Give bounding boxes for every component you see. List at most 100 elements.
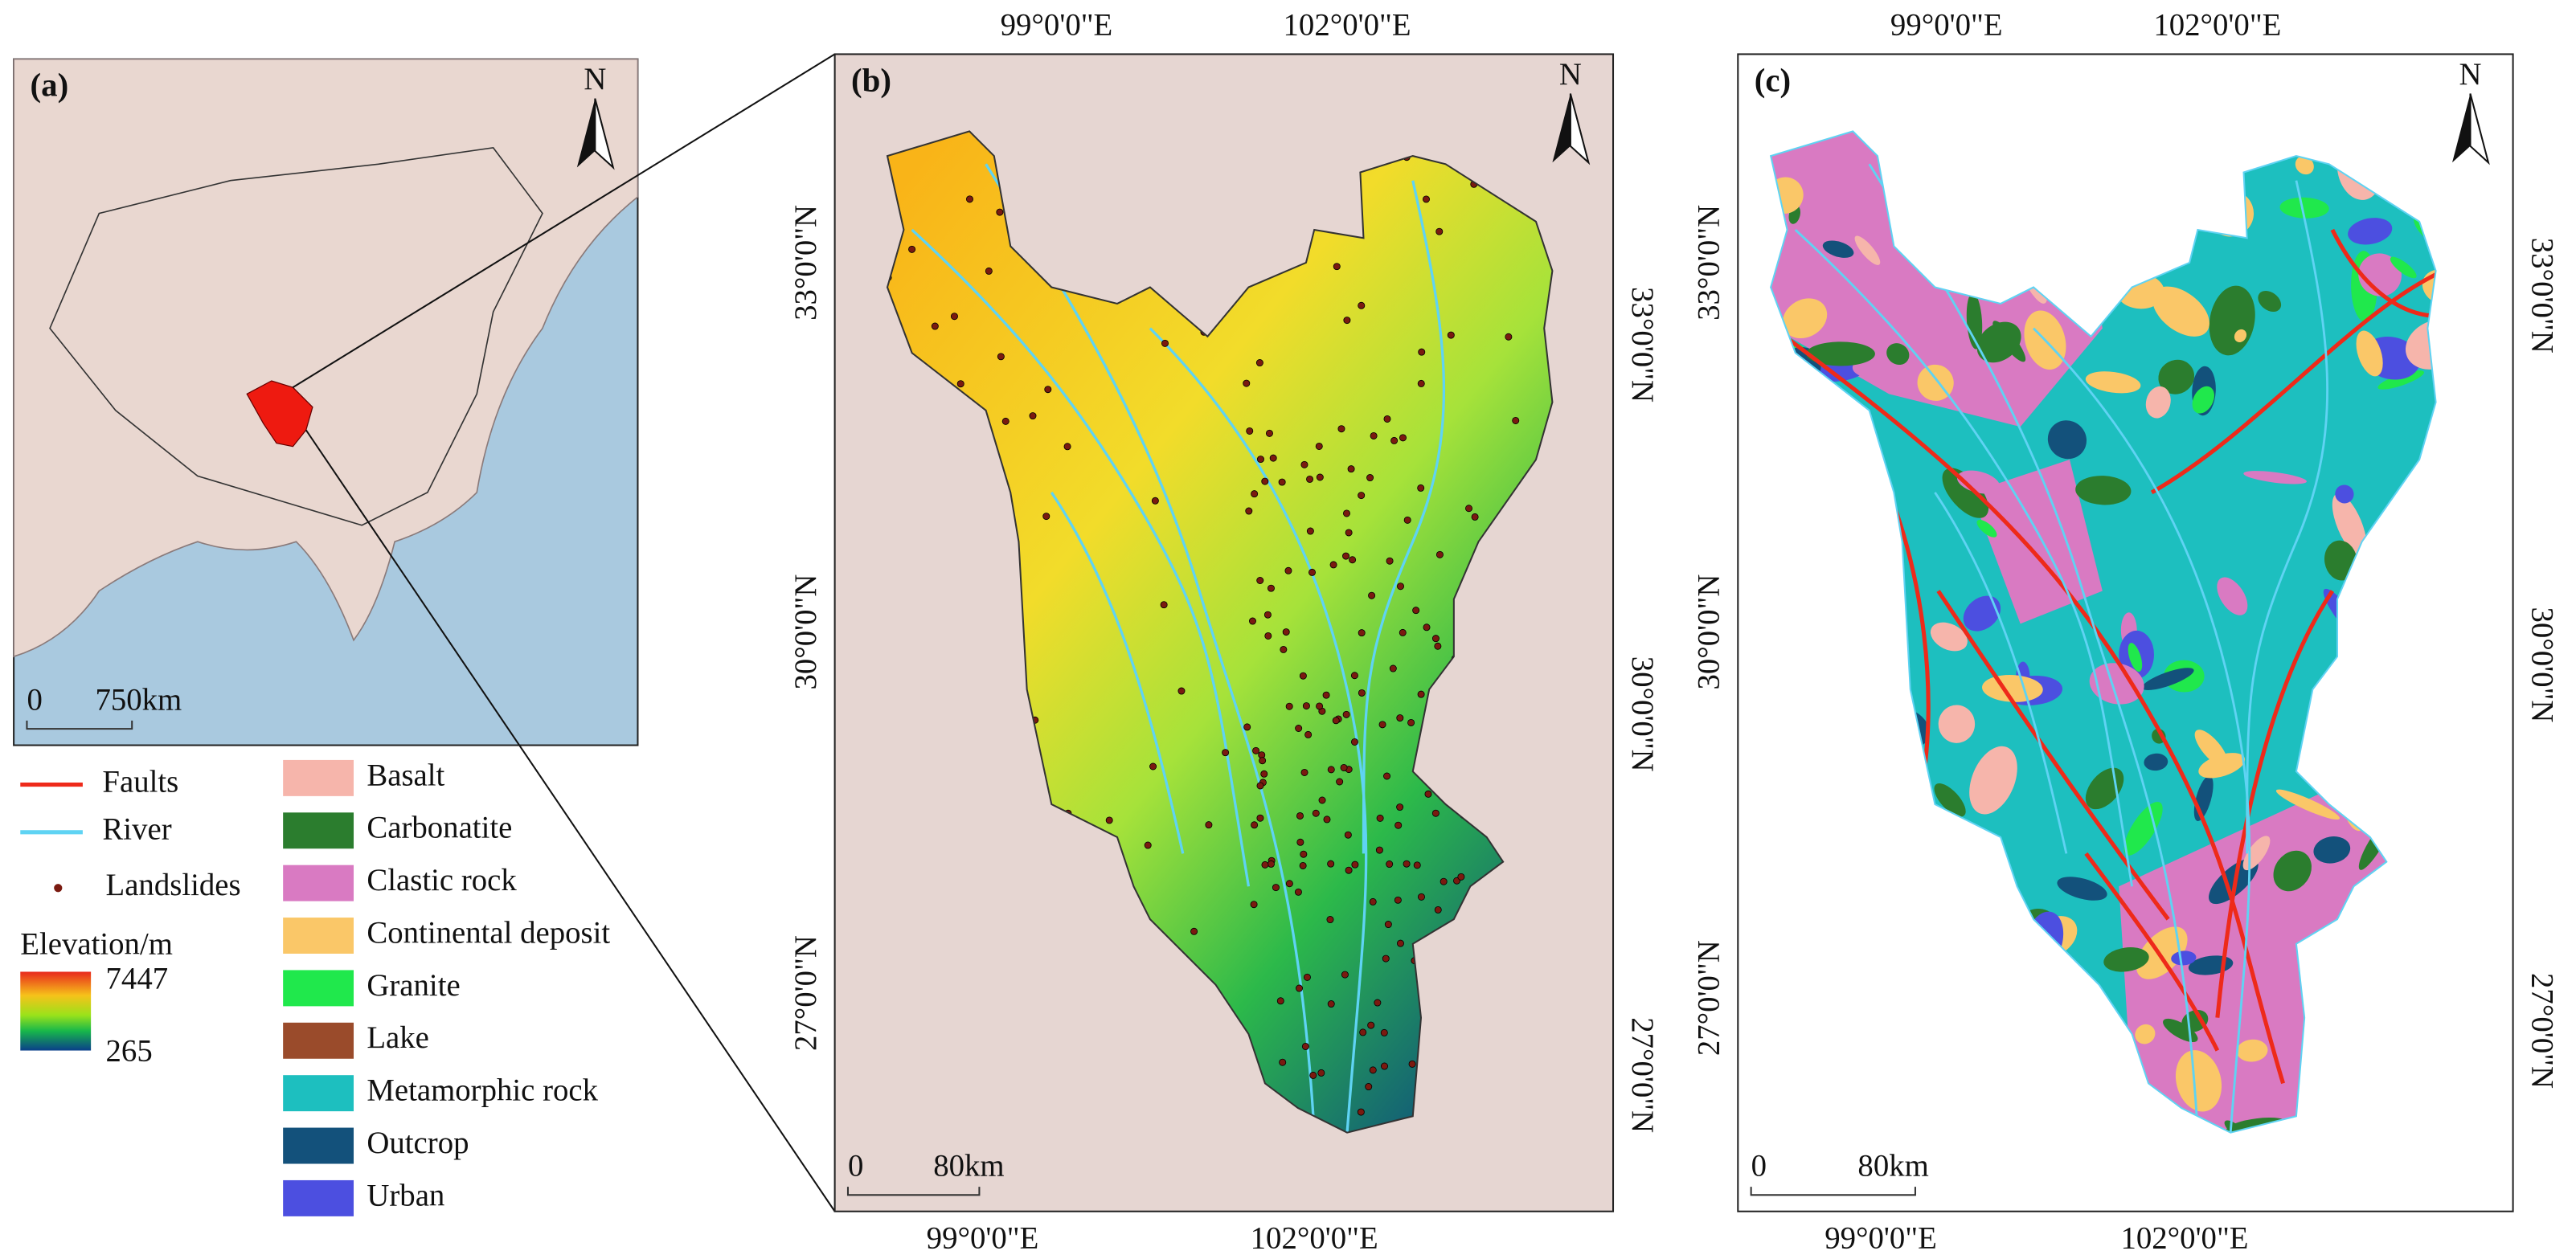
landslide-dot xyxy=(1407,718,1415,726)
elevation-min: 265 xyxy=(106,1034,153,1069)
landslide-dot xyxy=(1294,888,1302,896)
landslide-dot xyxy=(1269,454,1277,462)
legend-label: Outcrop xyxy=(367,1126,469,1160)
landslide-dot xyxy=(1267,584,1275,592)
country-border xyxy=(49,146,543,526)
landslide-dot xyxy=(1250,901,1258,909)
landslide-dot xyxy=(1383,772,1391,780)
landslide-dot xyxy=(1001,417,1010,425)
geology-patch xyxy=(1956,470,2001,494)
landslide-dot xyxy=(1337,425,1345,433)
landslide-dot xyxy=(1465,505,1473,513)
landslide-dot xyxy=(1396,803,1404,811)
river xyxy=(2033,327,2251,1133)
landslide-dot xyxy=(1345,866,1353,874)
river xyxy=(1868,163,2199,1133)
geology-patch xyxy=(2192,386,2214,414)
legend-label: Basalt xyxy=(367,758,444,792)
landslide-dot xyxy=(1300,460,1308,468)
legend-label: Metamorphic rock xyxy=(367,1073,598,1108)
landslide-dot xyxy=(1408,1060,1416,1068)
landslide-dot xyxy=(956,380,964,388)
fault xyxy=(1886,491,1931,789)
geology-patch xyxy=(2335,484,2354,504)
landslide-dot xyxy=(1457,873,1465,881)
scale-label: 80km xyxy=(933,1149,1004,1183)
landslide-dot xyxy=(1386,860,1394,869)
landslide-dot xyxy=(1272,884,1280,892)
panel-label: (b) xyxy=(851,63,891,99)
landslide-dot xyxy=(1302,702,1310,710)
legend-label: River xyxy=(102,812,171,847)
legend-swatch xyxy=(283,812,354,849)
landslide-dot xyxy=(1350,738,1358,746)
landslide-dot xyxy=(950,313,958,321)
panel-label: (c) xyxy=(1755,63,1791,99)
geology-patch xyxy=(2135,1024,2156,1044)
geology-patch xyxy=(2136,926,2188,979)
geology-patch xyxy=(2295,156,2314,175)
landslide-dot xyxy=(1255,359,1263,367)
landslide-dot xyxy=(1375,846,1383,854)
geology-patch xyxy=(1854,235,1881,265)
landslide-dot xyxy=(1316,702,1324,710)
landslide-dot xyxy=(1413,861,1421,869)
landslide-dot xyxy=(996,208,1004,216)
landslide-dot xyxy=(1431,635,1440,643)
scale-bar xyxy=(26,720,133,730)
latitude-label: 33°0'0"N xyxy=(2525,238,2559,354)
landslide-dot xyxy=(1284,566,1292,574)
landslide-dot xyxy=(1251,490,1259,498)
geology-patch xyxy=(2144,753,2169,771)
landslide-dot xyxy=(1312,809,1320,817)
landslide-dot xyxy=(1359,1028,1367,1036)
north-label: N xyxy=(584,62,606,96)
north-arrow xyxy=(2469,93,2490,166)
landslide-dot xyxy=(1417,893,1425,901)
landslide-dot xyxy=(1248,617,1256,625)
geology-patch xyxy=(2152,286,2209,337)
geology-patch xyxy=(2085,371,2141,394)
landslide-dot xyxy=(1384,921,1392,929)
river xyxy=(985,163,1316,1133)
landslide-dot xyxy=(1417,690,1425,698)
landslide-dot xyxy=(1434,905,1442,914)
landslide-dot xyxy=(1378,721,1386,729)
longitude-label: 99°0'0"E xyxy=(1824,1220,1937,1255)
landslide-dot xyxy=(1265,429,1273,437)
geology-patch xyxy=(2279,197,2329,219)
elevation-ramp xyxy=(20,971,92,1051)
landslide-dot xyxy=(1243,723,1251,731)
landslide-dot xyxy=(1505,333,1513,341)
scale-label: 0 xyxy=(848,1149,863,1183)
landslide-dot xyxy=(1259,757,1267,765)
latitude-label: 33°0'0"N xyxy=(788,205,823,321)
landslide-dot xyxy=(1369,897,1377,905)
landslide-dot xyxy=(997,353,1005,361)
landslide-dot xyxy=(1358,492,1366,500)
scale-label: 750km xyxy=(95,682,182,717)
north-label: N xyxy=(1559,57,1582,92)
legend-label: Continental deposit xyxy=(367,915,610,950)
geology-patch xyxy=(1969,746,2017,815)
landslide-dot xyxy=(1396,939,1404,947)
legend-label: Faults xyxy=(102,764,178,799)
landslide-dot xyxy=(1424,790,1432,798)
landslide-dot xyxy=(1326,916,1334,924)
landslide-dot xyxy=(1316,473,1324,481)
geology-patch xyxy=(2332,493,2367,556)
landslide-dot xyxy=(1261,860,1269,869)
geology-patch xyxy=(1966,292,1983,349)
legend-dot xyxy=(54,884,63,893)
landslide-dot xyxy=(966,195,973,203)
landslide-dot xyxy=(1315,442,1323,450)
landslide-dot xyxy=(1322,691,1330,699)
landslide-dot xyxy=(1246,427,1254,435)
geology-patch xyxy=(2390,256,2417,279)
geology-patch xyxy=(1942,468,1989,518)
landslide-dot xyxy=(1029,412,1037,420)
scale-bar xyxy=(846,1187,981,1196)
geology-patch xyxy=(1971,460,2103,624)
landslide-dot xyxy=(1341,971,1349,979)
geology-patch xyxy=(2175,1050,2222,1112)
